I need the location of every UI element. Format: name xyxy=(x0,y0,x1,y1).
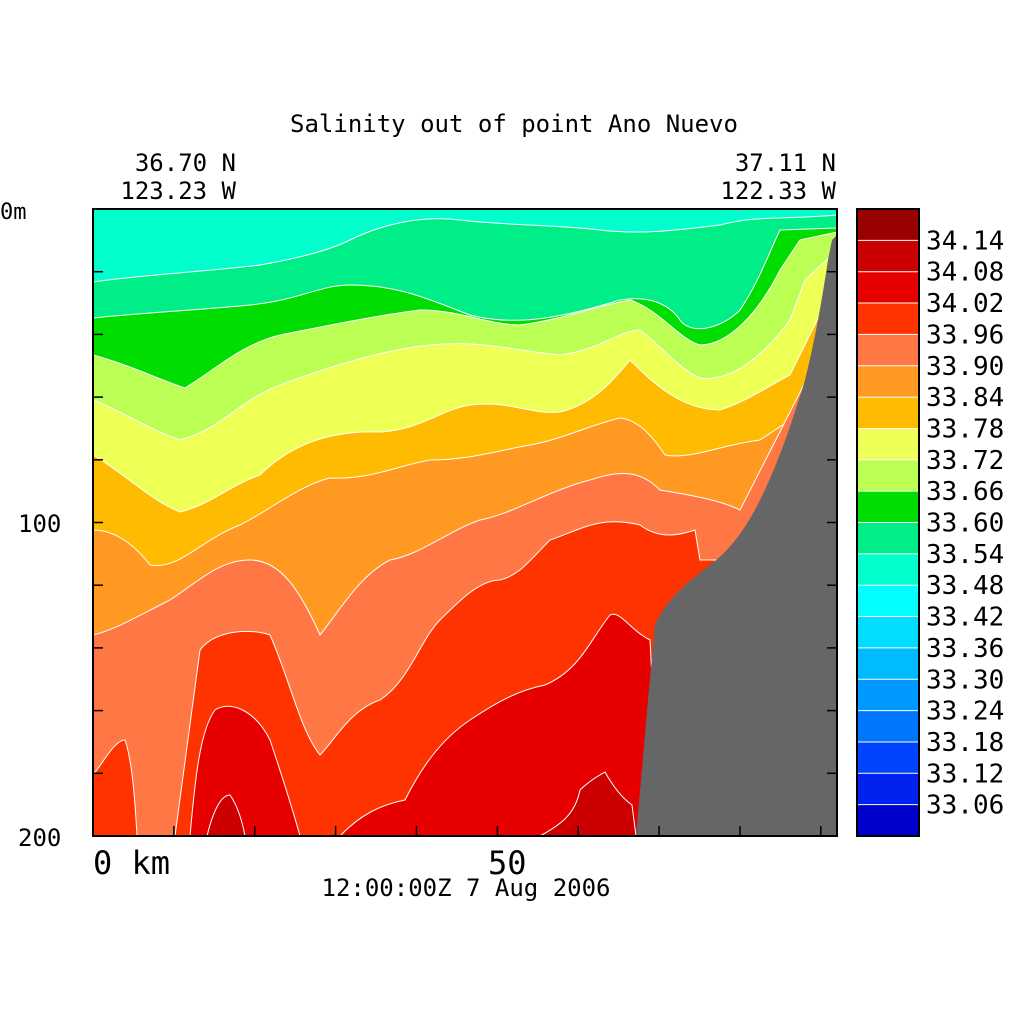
colorbar-swatch-4 xyxy=(857,334,919,367)
band-34-02 xyxy=(189,613,661,836)
colorbar-label-4: 33.90 xyxy=(926,352,1004,382)
colorbar-swatch-19 xyxy=(857,804,919,837)
colorbar-label-17: 33.12 xyxy=(926,759,1004,789)
colorbar-swatch-13 xyxy=(857,616,919,649)
colorbar-swatch-16 xyxy=(857,710,919,743)
colorbar-label-3: 33.96 xyxy=(926,320,1004,350)
y-tick-label-0: 0m xyxy=(0,200,27,225)
colorbar-label-8: 33.66 xyxy=(926,477,1004,507)
colorbar-label-1: 34.08 xyxy=(926,258,1004,288)
colorbar-frame xyxy=(856,208,920,837)
colorbar xyxy=(856,208,920,837)
chart-title: Salinity out of point Ano Nuevo xyxy=(290,110,738,138)
colorbar-label-12: 33.42 xyxy=(926,603,1004,633)
end-latitude: 37.11 N xyxy=(735,149,836,177)
colorbar-label-16: 33.18 xyxy=(926,728,1004,758)
colorbar-swatch-5 xyxy=(857,365,919,398)
colorbar-label-6: 33.78 xyxy=(926,414,1004,444)
land-mask xyxy=(636,235,837,836)
colorbar-swatch-15 xyxy=(857,679,919,712)
colorbar-swatch-17 xyxy=(857,741,919,774)
band-34-08 xyxy=(206,771,637,836)
colorbar-label-14: 33.30 xyxy=(926,665,1004,695)
colorbar-swatch-7 xyxy=(857,428,919,461)
start-longitude: 123.23 W xyxy=(120,177,236,205)
colorbar-swatch-9 xyxy=(857,491,919,523)
x-tick-label-0: 0 km xyxy=(93,844,170,882)
colorbar-swatch-1 xyxy=(857,240,919,273)
colorbar-swatch-2 xyxy=(857,271,919,304)
colorbar-label-7: 33.72 xyxy=(926,446,1004,476)
colorbar-swatch-11 xyxy=(857,553,919,586)
colorbar-label-0: 34.14 xyxy=(926,226,1004,256)
colorbar-swatch-0 xyxy=(857,209,919,241)
colorbar-swatch-14 xyxy=(857,647,919,680)
colorbar-label-11: 33.48 xyxy=(926,571,1004,601)
colorbar-labels: 34.1434.0834.0233.9633.9033.8433.7833.72… xyxy=(926,226,1004,820)
colorbar-label-2: 34.02 xyxy=(926,289,1004,319)
contour-field xyxy=(93,209,837,836)
plot-frame xyxy=(92,208,838,837)
colorbar-label-18: 33.06 xyxy=(926,791,1004,821)
colorbar-swatch-10 xyxy=(857,522,919,555)
colorbar-label-15: 33.24 xyxy=(926,697,1004,727)
colorbar-swatch-3 xyxy=(857,303,919,335)
colorbar-label-10: 33.54 xyxy=(926,540,1004,570)
timestamp: 12:00:00Z 7 Aug 2006 xyxy=(322,874,611,902)
colorbar-swatch-8 xyxy=(857,459,919,492)
y-tick-label-200: 200 xyxy=(18,824,61,852)
colorbar-swatch-18 xyxy=(857,773,919,806)
y-tick-label-100: 100 xyxy=(18,510,61,538)
colorbar-label-9: 33.60 xyxy=(926,509,1004,539)
x-tick-label-50: 50 xyxy=(488,844,527,882)
start-latitude: 36.70 N xyxy=(135,149,236,177)
end-longitude: 122.33 W xyxy=(720,177,836,205)
colorbar-label-5: 33.84 xyxy=(926,383,1004,413)
colorbar-swatch-12 xyxy=(857,585,919,618)
colorbar-label-13: 33.36 xyxy=(926,634,1004,664)
colorbar-swatch-6 xyxy=(857,397,919,429)
